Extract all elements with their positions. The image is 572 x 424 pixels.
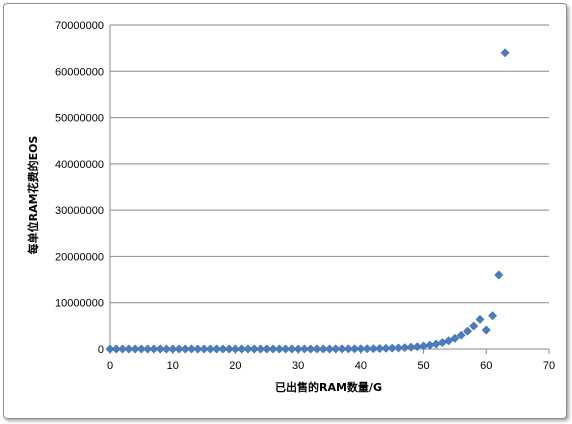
chart-frame: 0 10000000 20000000 30000000 40000000 5000000… — [3, 3, 567, 419]
data-point — [381, 343, 391, 353]
data-point — [168, 344, 178, 354]
data-point — [174, 344, 184, 354]
data-point — [375, 343, 385, 354]
data-point — [230, 344, 240, 354]
y-tick-label: 50000000 — [55, 113, 104, 125]
data-point — [475, 314, 485, 324]
data-point — [111, 344, 121, 354]
data-point — [205, 344, 215, 354]
data-point — [180, 344, 190, 354]
data-point — [130, 344, 140, 354]
data-point — [331, 344, 341, 354]
y-tick-labels: 0 10000000 20000000 30000000 40000000 5000000… — [55, 20, 104, 356]
data-point — [287, 344, 297, 354]
data-point — [450, 333, 460, 343]
x-axis-title: 已出售的RAM数量/G — [275, 380, 382, 394]
data-point — [224, 344, 234, 354]
data-point — [193, 344, 203, 354]
y-tick-label: 10000000 — [55, 298, 104, 310]
data-point — [299, 344, 309, 354]
data-point — [469, 321, 479, 331]
y-tick-label: 20000000 — [55, 251, 104, 263]
data-point — [387, 343, 397, 353]
data-point — [161, 344, 171, 354]
data-point — [337, 344, 347, 354]
data-point — [456, 330, 466, 340]
data-point — [481, 325, 491, 335]
data-point — [268, 344, 278, 354]
axes — [109, 25, 550, 354]
data-point — [293, 344, 303, 354]
data-points — [105, 48, 510, 354]
data-point — [462, 326, 473, 336]
x-tick-label: 10 — [167, 360, 179, 372]
data-point — [155, 344, 165, 354]
data-point — [393, 343, 404, 353]
data-point — [186, 344, 197, 354]
data-point — [255, 344, 266, 354]
data-point — [356, 344, 366, 354]
data-point — [249, 344, 259, 354]
data-point — [431, 339, 441, 349]
data-point — [136, 344, 146, 354]
data-point — [494, 270, 504, 280]
data-point — [262, 344, 272, 354]
data-point — [324, 344, 335, 354]
data-point — [362, 344, 372, 354]
data-point — [243, 344, 253, 354]
y-tick-label: 0 — [98, 344, 104, 356]
data-point — [274, 344, 284, 354]
x-tick-label: 0 — [107, 360, 113, 372]
data-point — [105, 344, 115, 354]
data-point — [124, 344, 134, 354]
data-point — [117, 344, 128, 354]
data-point — [368, 344, 378, 354]
y-tick-label: 70000000 — [55, 20, 104, 32]
data-point — [500, 48, 510, 58]
x-tick-labels: 0 10 20 30 40 50 60 70 — [107, 360, 555, 372]
y-axis-title: 每单位RAM花费的EOS — [26, 136, 40, 255]
data-point — [199, 344, 209, 354]
data-point — [306, 344, 316, 354]
x-tick-label: 70 — [543, 360, 555, 372]
data-point — [343, 344, 353, 354]
x-tick-label: 30 — [292, 360, 304, 372]
data-point — [312, 344, 322, 354]
y-tick-label: 40000000 — [55, 159, 104, 171]
data-point — [281, 344, 291, 354]
x-tick-label: 50 — [417, 360, 429, 372]
data-point — [143, 344, 153, 354]
data-point — [212, 344, 222, 354]
scatter-chart: 0 10000000 20000000 30000000 40000000 5000000… — [26, 20, 555, 394]
data-point — [488, 311, 498, 321]
gridlines — [110, 24, 549, 304]
data-point — [318, 344, 328, 354]
x-tick-label: 40 — [355, 360, 367, 372]
data-point — [149, 344, 159, 354]
x-tick-label: 60 — [480, 360, 492, 372]
x-tick-label: 20 — [229, 360, 241, 372]
data-point — [237, 344, 247, 354]
y-tick-label: 60000000 — [55, 66, 104, 78]
data-point — [218, 344, 228, 354]
data-point — [350, 344, 360, 354]
y-tick-label: 30000000 — [55, 205, 104, 217]
